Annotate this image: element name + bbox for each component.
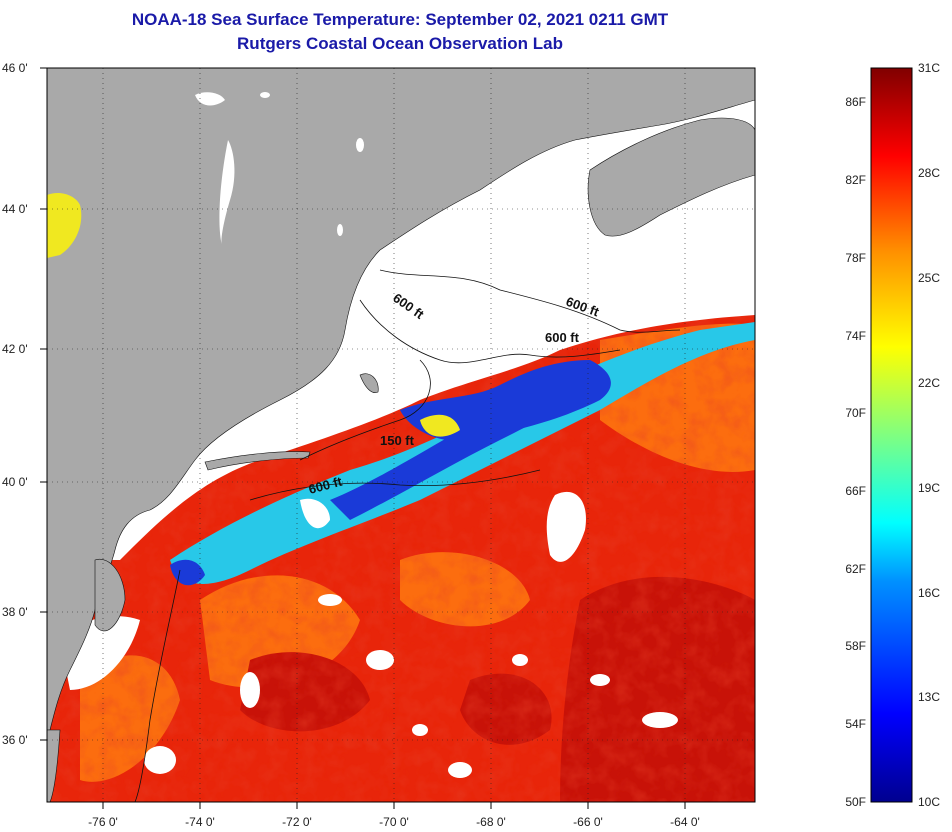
cb-label-22c: 22C bbox=[918, 376, 940, 390]
lon-label-66: -66 0' bbox=[573, 815, 603, 829]
axis-ticks bbox=[40, 67, 686, 809]
cb-label-62f: 62F bbox=[845, 562, 866, 576]
lon-label-68: -68 0' bbox=[476, 815, 506, 829]
cb-label-70f: 70F bbox=[845, 406, 866, 420]
lon-label-76: -76 0' bbox=[88, 815, 118, 829]
cb-label-50f: 50F bbox=[845, 795, 866, 809]
lat-label-38: 38 0' bbox=[2, 605, 28, 619]
map-subtitle: Rutgers Coastal Ocean Observation Lab bbox=[237, 34, 563, 53]
cb-label-10c: 10C bbox=[918, 795, 940, 809]
cb-label-54f: 54F bbox=[845, 717, 866, 731]
map-frame bbox=[46, 67, 756, 803]
lon-label-72: -72 0' bbox=[282, 815, 312, 829]
cb-label-66f: 66F bbox=[845, 484, 866, 498]
colorbar: 31C 28C 25C 22C 19C 16C 13C 10C 86F 82F … bbox=[845, 61, 940, 809]
lat-label-40: 40 0' bbox=[2, 475, 28, 489]
lat-lon-grid bbox=[47, 68, 755, 802]
lat-label-44: 44 0' bbox=[2, 202, 28, 216]
cb-label-78f: 78F bbox=[845, 251, 866, 265]
inland-lakes bbox=[195, 92, 364, 245]
colorbar-gradient bbox=[870, 67, 913, 803]
cb-label-16c: 16C bbox=[918, 586, 940, 600]
cb-label-82f: 82F bbox=[845, 173, 866, 187]
cb-label-13c: 13C bbox=[918, 690, 940, 704]
map-panel: 600 ft 600 ft 600 ft 150 ft 600 ft bbox=[47, 68, 755, 802]
contour-label-4: 150 ft bbox=[380, 433, 415, 448]
lon-label-74: -74 0' bbox=[185, 815, 215, 829]
cb-label-58f: 58F bbox=[845, 639, 866, 653]
cb-label-28c: 28C bbox=[918, 166, 940, 180]
lon-label-70: -70 0' bbox=[379, 815, 409, 829]
cb-label-74f: 74F bbox=[845, 329, 866, 343]
bathymetry-contours bbox=[134, 269, 681, 802]
lon-label-64: -64 0' bbox=[670, 815, 700, 829]
lat-label-42: 42 0' bbox=[2, 342, 28, 356]
contour-label-3: 600 ft bbox=[545, 330, 580, 345]
lat-label-46: 46 0' bbox=[2, 61, 28, 75]
land-mass bbox=[47, 68, 755, 802]
cb-label-19c: 19C bbox=[918, 481, 940, 495]
cb-label-86f: 86F bbox=[845, 95, 866, 109]
cb-label-25c: 25C bbox=[918, 271, 940, 285]
cb-label-31c: 31C bbox=[918, 61, 940, 75]
map-title: NOAA-18 Sea Surface Temperature: Septemb… bbox=[131, 10, 669, 29]
lat-label-36: 36 0' bbox=[2, 733, 28, 747]
